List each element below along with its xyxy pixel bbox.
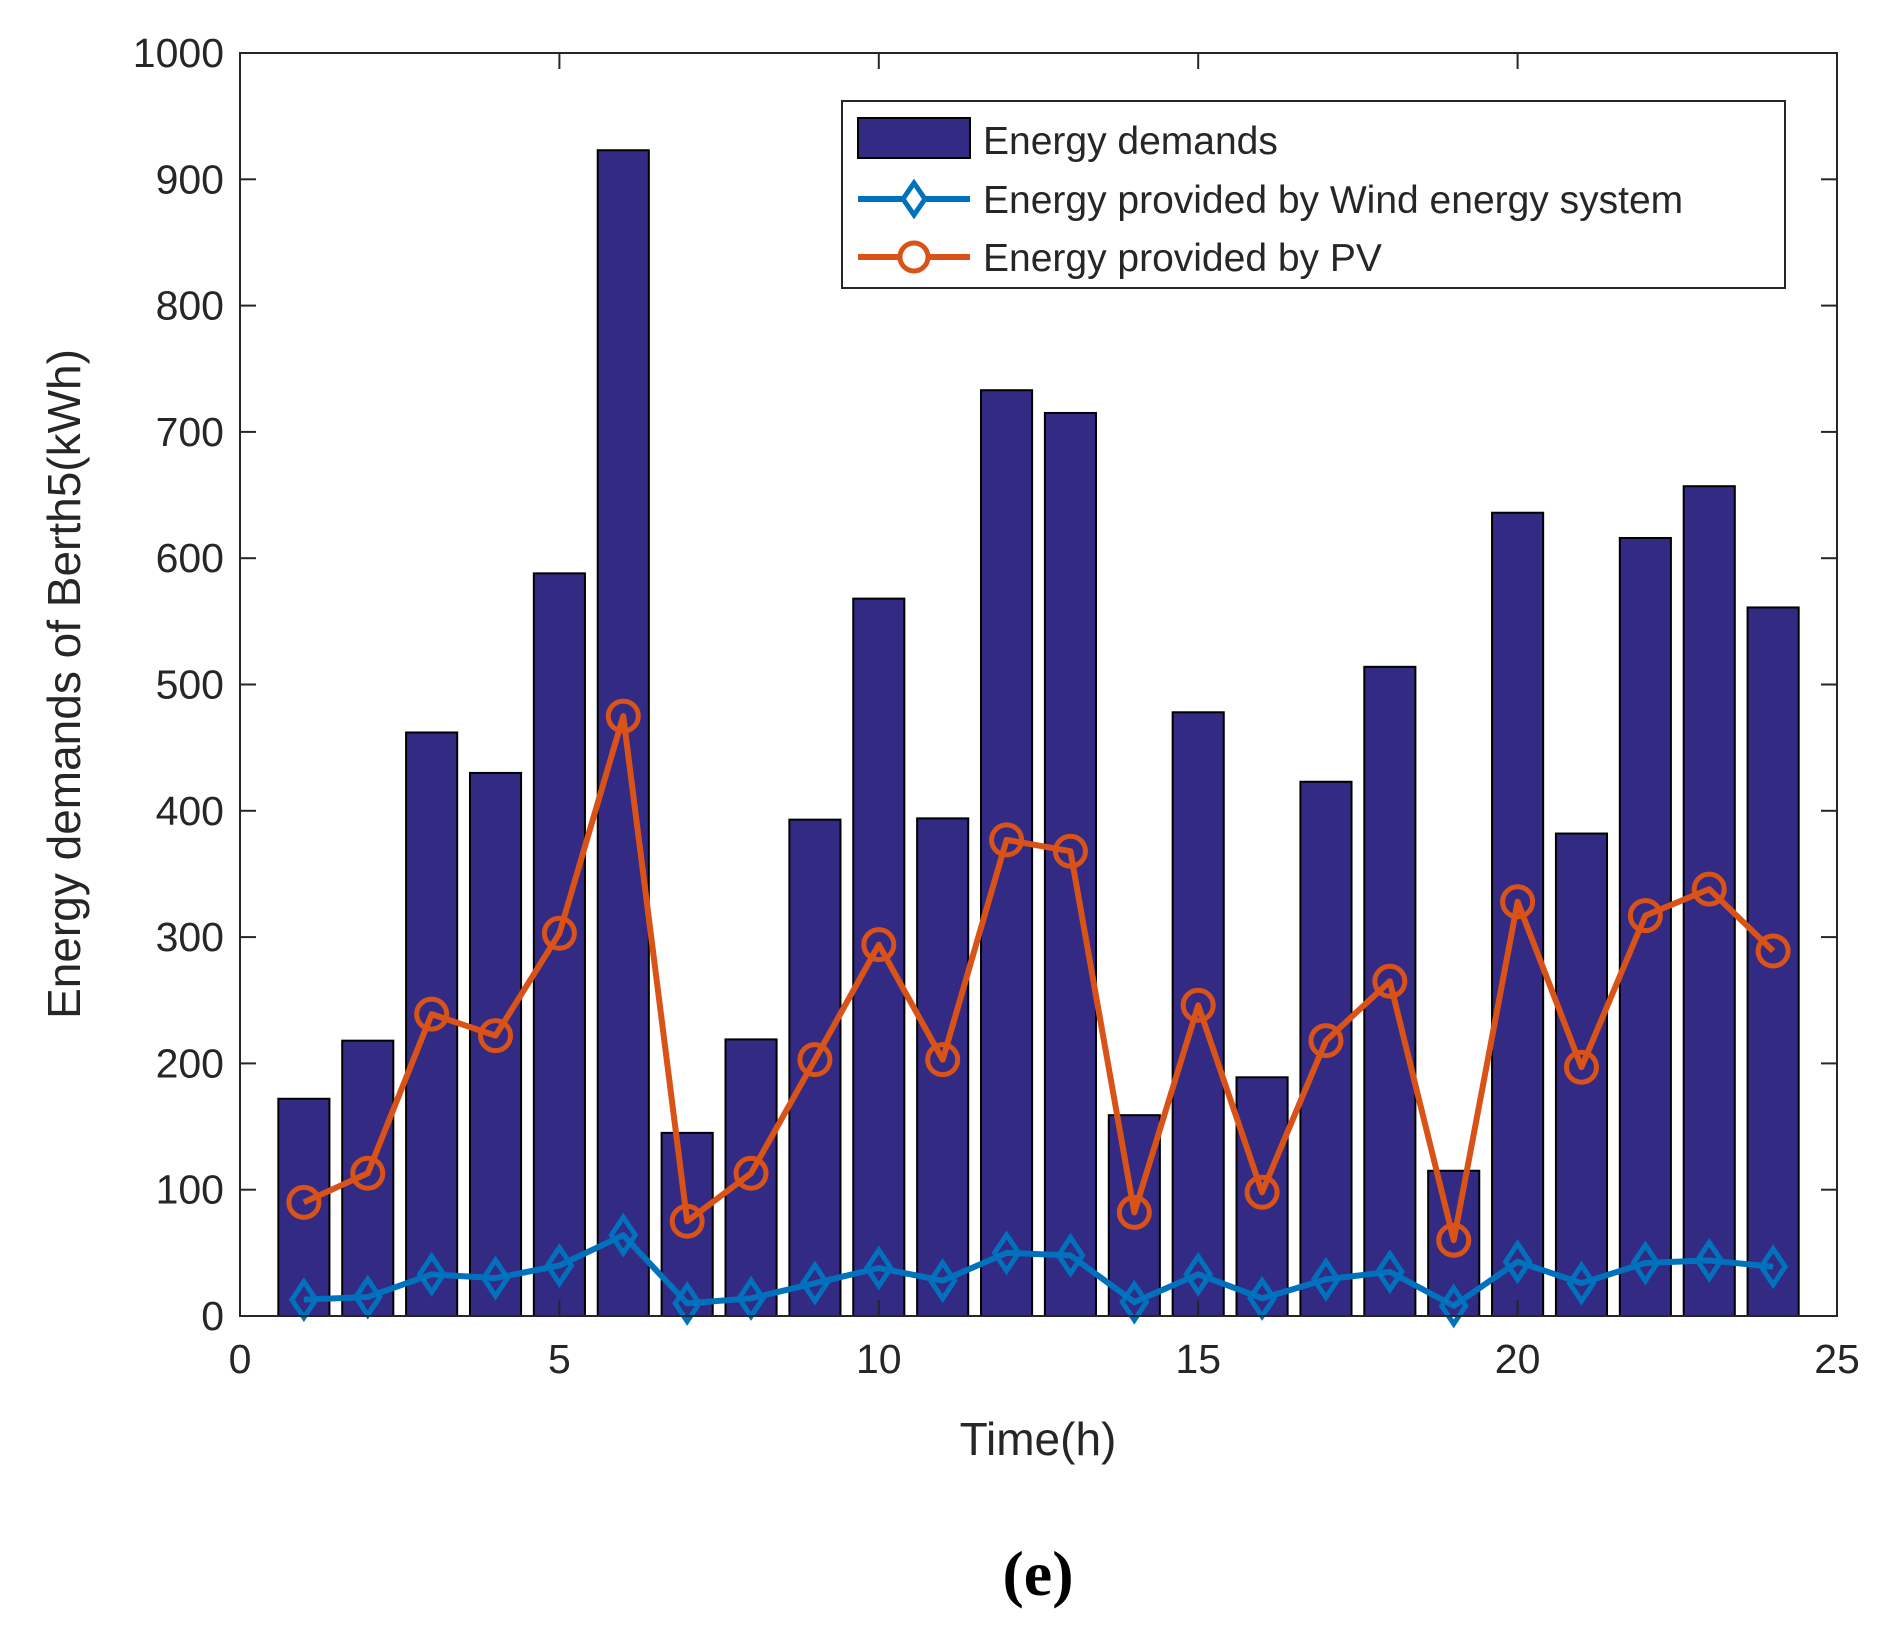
y-axis-label: Energy demands of Berth5(kWh): [38, 349, 90, 1019]
x-tick-label-25: 25: [1814, 1336, 1860, 1382]
y-tick-label-1000: 1000: [133, 30, 224, 76]
point-wind-20: [1502, 1239, 1533, 1285]
point-wind-18: [1374, 1249, 1405, 1295]
point-pv-3: [414, 996, 450, 1032]
point-wind-11: [927, 1258, 958, 1304]
point-wind-3: [416, 1251, 447, 1297]
bar-energy-demand-21: [1554, 832, 1609, 1317]
point-pv-24: [1755, 933, 1791, 969]
point-pv-1: [286, 1184, 322, 1220]
point-pv-16: [1244, 1174, 1280, 1210]
point-pv-21: [1563, 1049, 1599, 1085]
point-wind-15: [1183, 1251, 1214, 1297]
point-pv-10: [861, 927, 897, 963]
legend-label-energy-demands: Energy demands: [983, 120, 1278, 163]
point-wind-12: [991, 1230, 1022, 1276]
legend-marker-wind-diamond-icon: [899, 178, 929, 220]
bar-energy-demand-5: [532, 572, 586, 1317]
y-tick-label-0: 0: [201, 1293, 224, 1339]
line-pv: [302, 713, 1776, 1244]
bar-energy-demand-4: [468, 771, 523, 1317]
point-pv-7: [669, 1203, 705, 1239]
legend-label-pv: Energy provided by PV: [983, 237, 1382, 280]
point-wind-14: [1119, 1279, 1150, 1325]
point-pv-17: [1308, 1023, 1344, 1059]
point-pv-9: [797, 1042, 833, 1078]
x-tick-label-20: 20: [1495, 1336, 1541, 1382]
bar-energy-demand-24: [1746, 606, 1800, 1317]
y-tick-label-700: 700: [156, 409, 224, 455]
bar-energy-demand-12: [980, 389, 1034, 1317]
bar-energy-demand-23: [1682, 485, 1736, 1318]
legend-swatch-energy-demands: [857, 117, 971, 159]
point-pv-22: [1627, 898, 1663, 934]
point-wind-22: [1630, 1240, 1661, 1286]
bar-energy-demand-2: [341, 1039, 395, 1318]
point-pv-8: [733, 1155, 769, 1191]
point-pv-15: [1180, 987, 1216, 1023]
bar-energy-demand-11: [916, 817, 970, 1317]
y-tick-label-800: 800: [156, 283, 224, 329]
bar-energy-demand-3: [405, 731, 459, 1317]
point-wind-6: [608, 1212, 639, 1258]
legend-box: [841, 100, 1786, 289]
bar-energy-demand-22: [1618, 536, 1672, 1317]
legend-marker-pv-circle-icon: [897, 240, 931, 274]
point-wind-19: [1438, 1283, 1469, 1329]
bar-energy-demand-9: [788, 818, 842, 1317]
x-tick-label-15: 15: [1175, 1336, 1221, 1382]
point-pv-23: [1691, 871, 1727, 907]
panel-label: (e): [1002, 1538, 1073, 1609]
lines-layer: [286, 698, 1791, 1329]
point-pv-18: [1372, 963, 1408, 999]
point-pv-12: [989, 822, 1025, 858]
legend: Energy demands Energy provided by Wind e…: [841, 100, 1786, 289]
point-wind-4: [480, 1255, 511, 1301]
x-axis-label: Time(h): [960, 1413, 1117, 1465]
point-pv-11: [925, 1042, 961, 1078]
bar-energy-demand-17: [1299, 780, 1353, 1317]
y-tick-label-500: 500: [156, 662, 224, 708]
point-wind-17: [1310, 1256, 1341, 1302]
point-wind-10: [863, 1245, 894, 1291]
point-pv-4: [478, 1018, 514, 1054]
point-pv-20: [1500, 884, 1536, 920]
bars-layer: [277, 149, 1800, 1318]
point-wind-7: [672, 1280, 703, 1326]
x-tick-label-5: 5: [548, 1336, 571, 1382]
point-wind-1: [288, 1277, 319, 1323]
y-tick-label-900: 900: [156, 156, 224, 202]
point-wind-9: [799, 1260, 830, 1306]
ticks-layer: 0 5 10 15 20 25 0 100 200 300 400 500 600 700 800 900 10…: [133, 30, 1860, 1382]
legend-label-wind: Energy provided by Wind energy system: [983, 179, 1683, 222]
y-tick-label-600: 600: [156, 535, 224, 581]
x-tick-label-0: 0: [229, 1336, 252, 1382]
point-wind-5: [544, 1242, 575, 1288]
point-wind-24: [1758, 1244, 1789, 1290]
point-pv-5: [541, 915, 577, 951]
point-pv-2: [350, 1155, 386, 1191]
point-wind-21: [1566, 1260, 1597, 1306]
bar-energy-demand-8: [724, 1038, 778, 1317]
point-pv-13: [1052, 833, 1088, 869]
y-tick-label-100: 100: [156, 1167, 224, 1213]
point-pv-6: [605, 698, 641, 734]
point-wind-23: [1694, 1237, 1725, 1283]
y-tick-label-200: 200: [156, 1040, 224, 1086]
point-pv-14: [1116, 1194, 1152, 1230]
point-pv-19: [1436, 1222, 1472, 1258]
y-tick-label-400: 400: [156, 788, 224, 834]
x-tick-label-10: 10: [856, 1336, 902, 1382]
point-wind-13: [1055, 1232, 1086, 1278]
y-tick-label-300: 300: [156, 914, 224, 960]
